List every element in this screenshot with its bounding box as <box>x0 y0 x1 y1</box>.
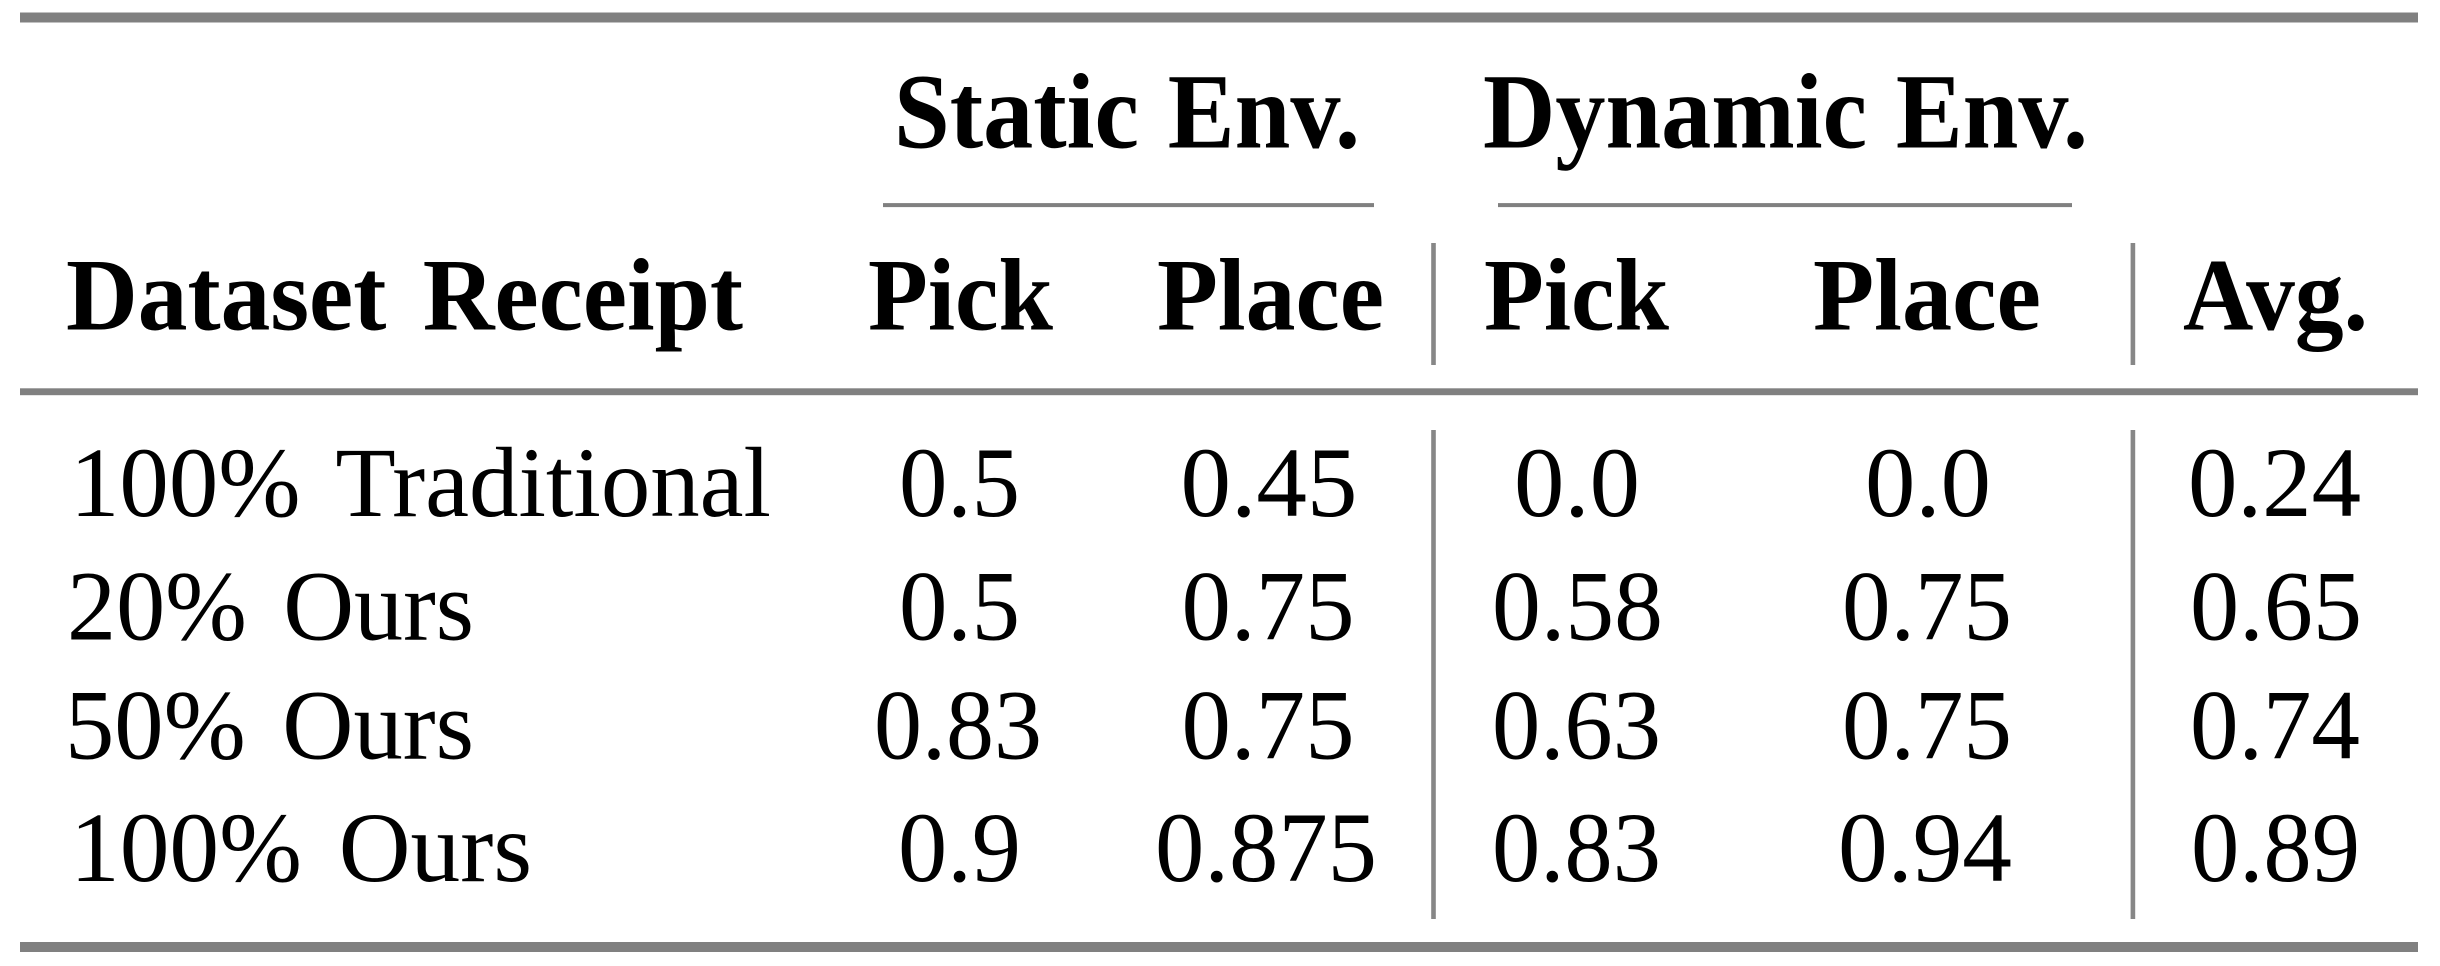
svg-text:Dynamic Env.: Dynamic Env. <box>1483 54 2088 172</box>
svg-text:Pick: Pick <box>868 239 1054 353</box>
svg-text:0.9: 0.9 <box>898 792 1021 903</box>
svg-text:Dataset Receipt: Dataset Receipt <box>66 239 743 353</box>
svg-text:Avg.: Avg. <box>2183 239 2368 353</box>
svg-text:0.83: 0.83 <box>874 670 1042 781</box>
svg-text:0.74: 0.74 <box>2190 670 2360 781</box>
svg-text:0.24: 0.24 <box>2188 427 2361 538</box>
svg-text:0.875: 0.875 <box>1155 792 1377 903</box>
svg-text:Static Env.: Static Env. <box>894 54 1360 172</box>
svg-text:0.75: 0.75 <box>1842 551 2012 662</box>
svg-text:Pick: Pick <box>1484 239 1670 353</box>
svg-text:0.58: 0.58 <box>1492 551 1663 662</box>
svg-text:0.89: 0.89 <box>2191 792 2360 903</box>
svg-text:0.5: 0.5 <box>899 427 1020 538</box>
svg-text:0.94: 0.94 <box>1838 792 2012 903</box>
svg-text:0.0: 0.0 <box>1865 427 1991 538</box>
svg-text:0.65: 0.65 <box>2190 551 2362 662</box>
svg-text:0.63: 0.63 <box>1492 670 1661 781</box>
svg-text:50% Ours: 50% Ours <box>65 670 474 781</box>
svg-text:Place: Place <box>1157 239 1384 353</box>
svg-text:Place: Place <box>1813 239 2041 353</box>
svg-text:100% Traditional: 100% Traditional <box>70 427 771 538</box>
svg-text:0.75: 0.75 <box>1842 670 2012 781</box>
svg-text:100% Ours: 100% Ours <box>70 792 532 903</box>
svg-text:0.83: 0.83 <box>1492 792 1661 903</box>
svg-text:0.45: 0.45 <box>1181 427 1358 538</box>
svg-text:20% Ours: 20% Ours <box>67 551 474 662</box>
svg-text:0.0: 0.0 <box>1514 427 1640 538</box>
svg-text:0.5: 0.5 <box>899 551 1020 662</box>
svg-text:0.75: 0.75 <box>1182 551 1355 662</box>
svg-text:0.75: 0.75 <box>1182 670 1355 781</box>
